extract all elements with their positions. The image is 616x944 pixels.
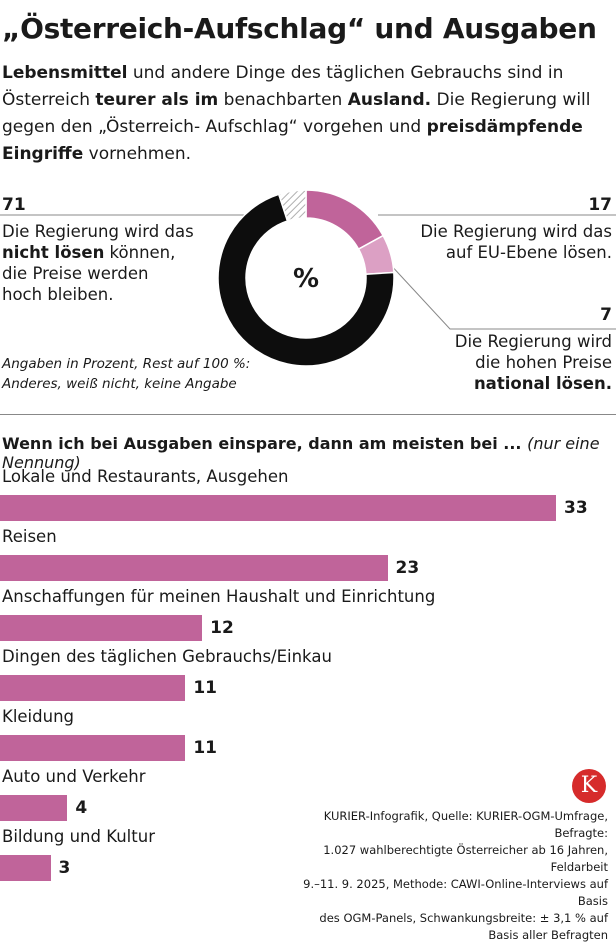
bar-value-label: 23 [395, 558, 420, 578]
leader-line-right2 [387, 261, 616, 330]
bar [0, 615, 203, 641]
donut-slice-3 [277, 189, 307, 222]
bar-category-label: Anschaffungen für meinen Haushalt und Ei… [2, 587, 436, 606]
page-title: „Österreich-Aufschlag“ und Ausgaben [2, 12, 597, 45]
intro-text: Lebensmittel und andere Dinge des täglic… [2, 63, 591, 164]
bar-value-label: 4 [75, 798, 88, 818]
bar-value-label: 12 [210, 618, 234, 638]
bar-category-label: Bildung und Kultur [2, 827, 155, 846]
label-eu-ebene: Die Regierung wird das auf EU-Ebene löse… [420, 222, 612, 262]
donut-center-label: % [293, 264, 319, 294]
bar-chart-title: Wenn ich bei Ausgaben einspare, dann am … [2, 434, 600, 472]
source-note: KURIER-Infografik, Quelle: KURIER-OGM-Um… [303, 809, 608, 942]
value-eu-ebene: 17 [588, 195, 612, 215]
bar [0, 735, 186, 761]
bar [0, 495, 556, 521]
bar-category-label: Kleidung [2, 707, 75, 726]
bar [0, 555, 388, 581]
donut-footnote: Angaben in Prozent, Rest auf 100 %: Ande… [2, 356, 251, 392]
label-national: Die Regierung wird die hohen Preise nati… [454, 332, 612, 393]
bar-value-label: 3 [58, 858, 71, 878]
bar-category-label: Lokale und Restaurants, Ausgehen [2, 467, 289, 486]
bar-value-label: 11 [193, 738, 217, 758]
bar [0, 795, 68, 821]
bar-value-label: 11 [193, 678, 217, 698]
bar [0, 855, 51, 881]
donut-slice-2 [217, 193, 395, 367]
bar-category-label: Auto und Verkehr [2, 767, 146, 786]
value-national: 7 [600, 305, 612, 325]
bar-category-label: Reisen [2, 527, 57, 546]
label-nicht-loesen: Die Regierung wird das nicht lösen könne… [2, 222, 194, 304]
kurier-logo: K [572, 769, 606, 803]
bar [0, 675, 186, 701]
bar-value-label: 33 [564, 498, 588, 518]
donut-chart: % [0, 189, 616, 367]
value-nicht-loesen: 71 [2, 195, 26, 215]
section-divider [0, 414, 616, 415]
bar-category-label: Dingen des täglichen Gebrauchs/Einkau [2, 647, 332, 666]
donut-slice-0 [305, 189, 385, 251]
